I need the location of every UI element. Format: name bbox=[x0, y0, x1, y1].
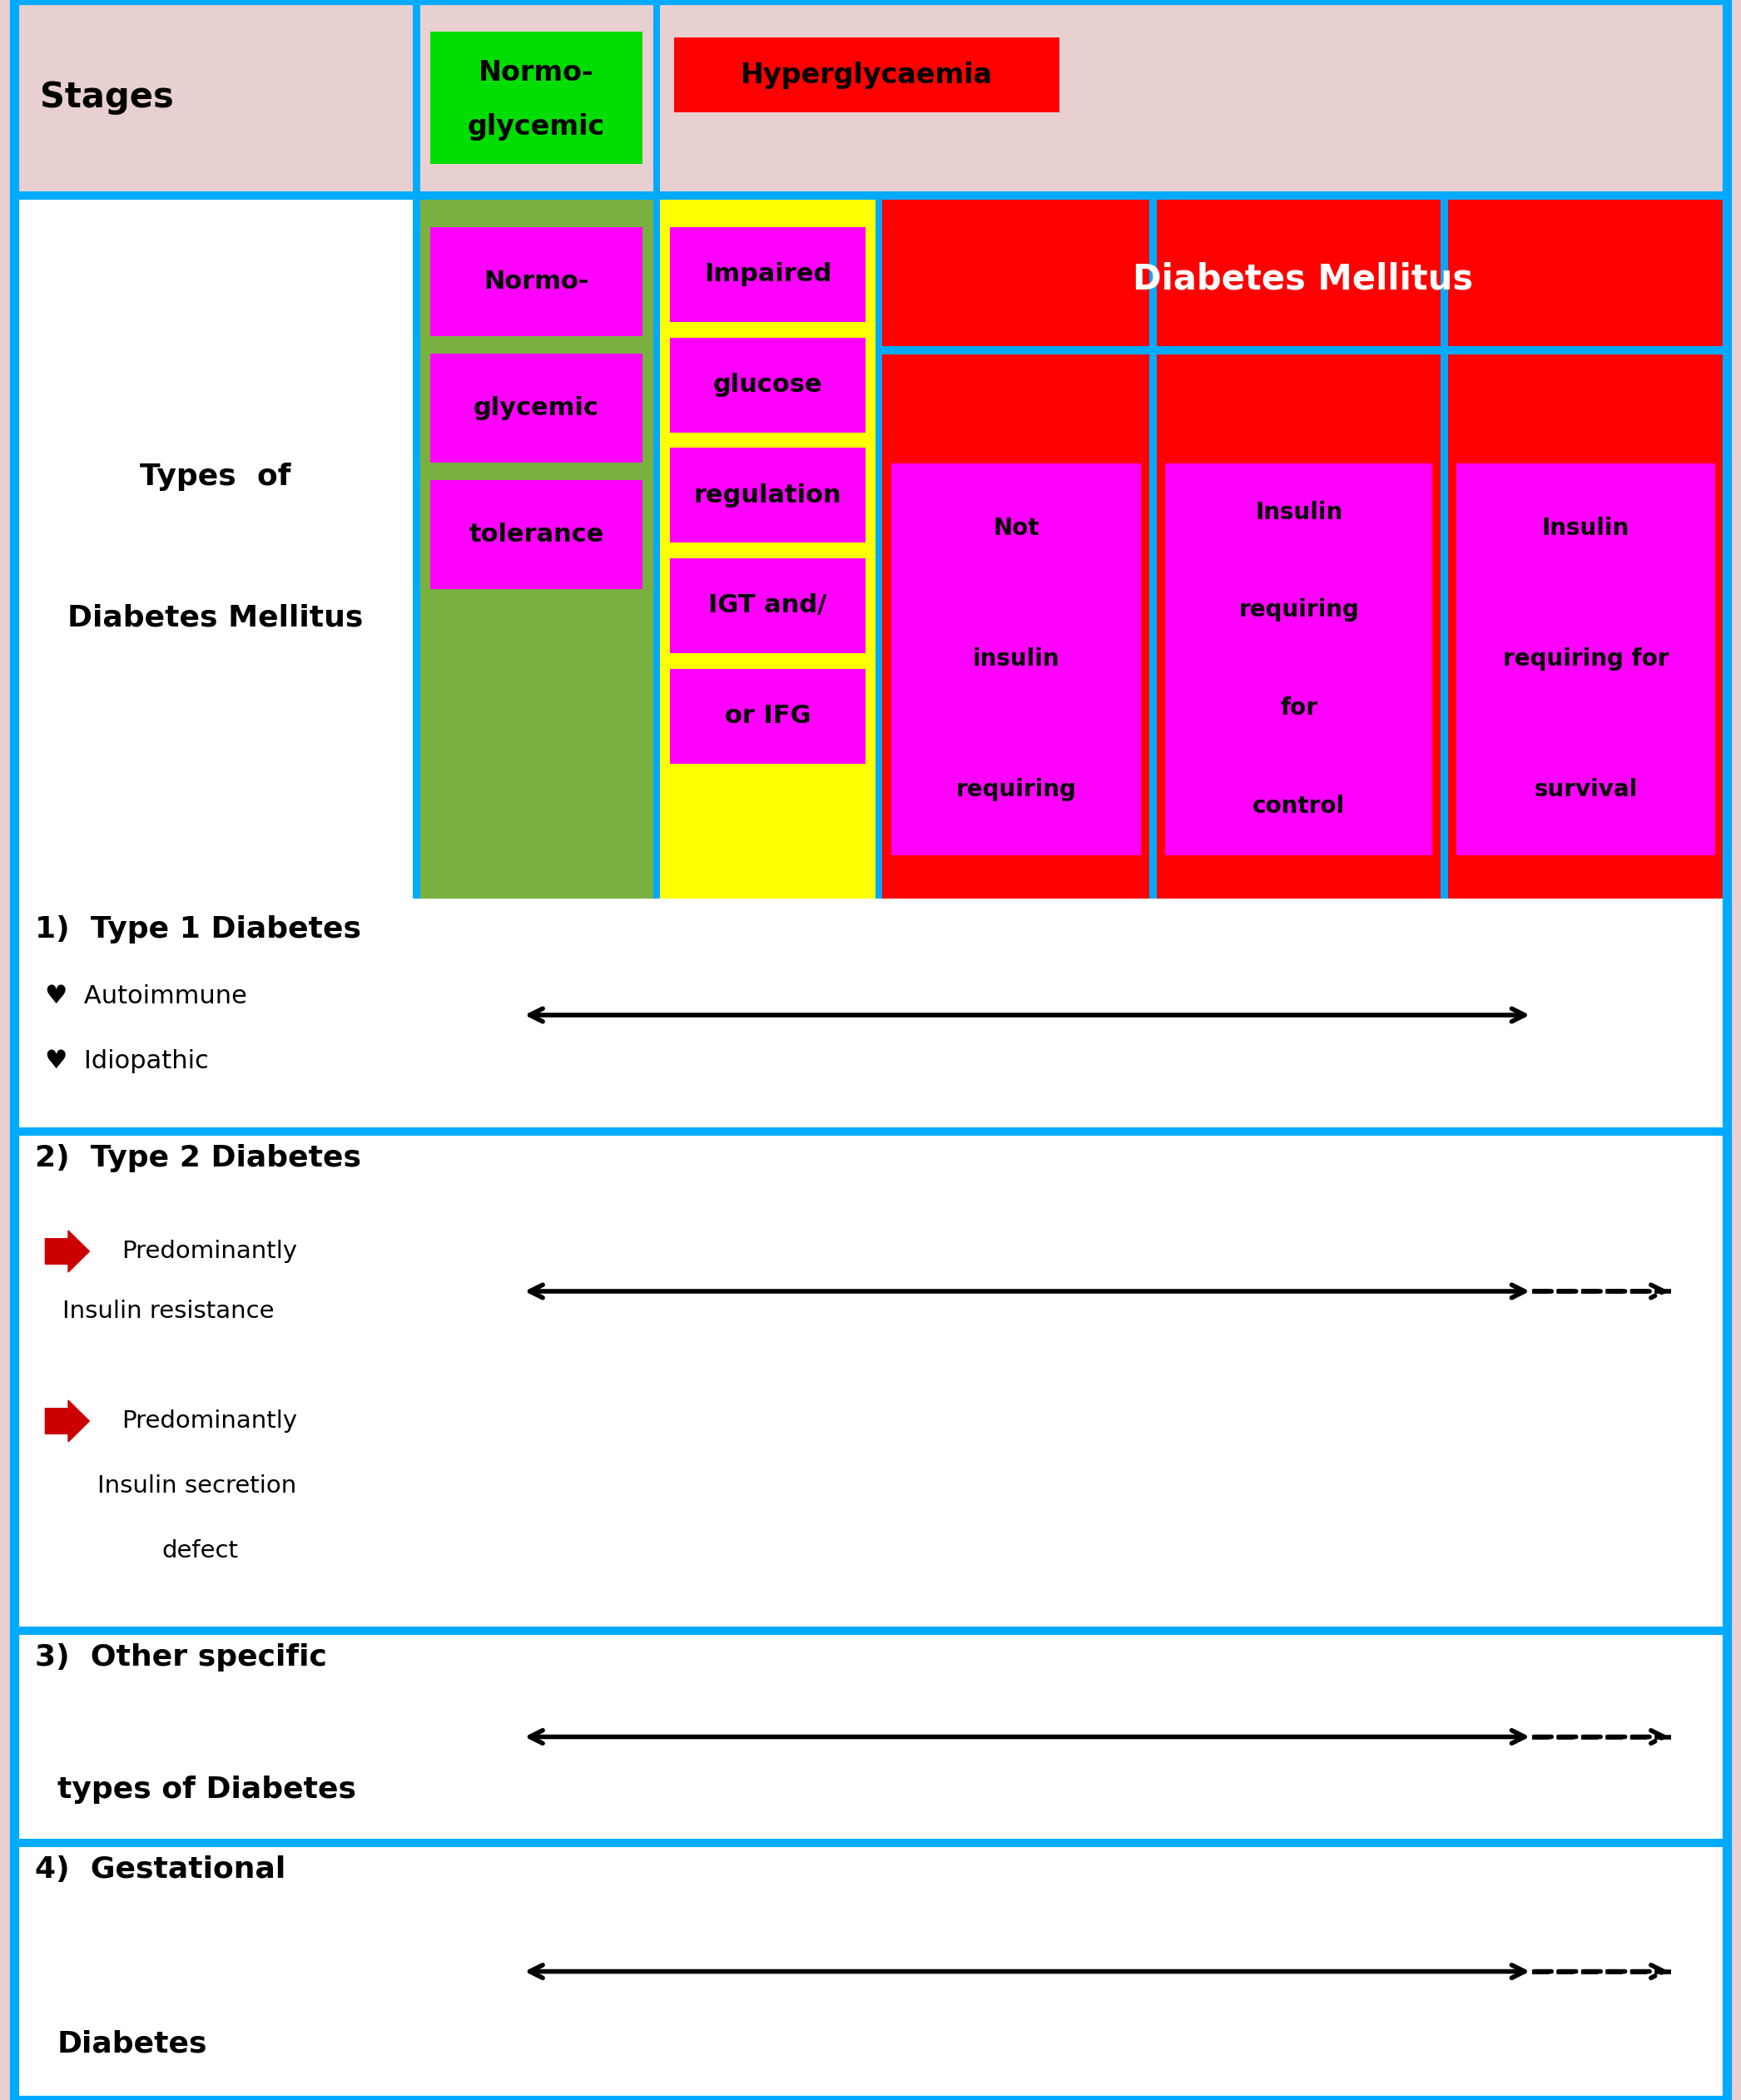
Bar bbox=[670, 559, 865, 653]
Text: Impaired: Impaired bbox=[703, 262, 832, 286]
Text: Insulin: Insulin bbox=[1543, 517, 1630, 540]
Text: requiring for: requiring for bbox=[1502, 647, 1670, 670]
Bar bbox=[1442, 195, 1449, 899]
Bar bbox=[14, 1840, 1727, 1848]
Bar bbox=[413, 0, 420, 195]
Bar bbox=[879, 347, 1727, 355]
Text: or IFG: or IFG bbox=[724, 704, 811, 729]
Text: Normo-: Normo- bbox=[479, 59, 594, 86]
Text: requiring: requiring bbox=[956, 779, 1076, 802]
Bar bbox=[416, 195, 656, 899]
Bar bbox=[430, 32, 642, 113]
Text: Predominantly: Predominantly bbox=[122, 1239, 298, 1262]
Bar bbox=[430, 227, 642, 336]
Bar bbox=[413, 195, 420, 899]
Bar bbox=[430, 481, 642, 590]
Bar bbox=[14, 1128, 1727, 1136]
Text: tolerance: tolerance bbox=[468, 523, 604, 546]
Text: Hyperglycaemia: Hyperglycaemia bbox=[740, 61, 992, 88]
Text: ♥  Idiopathic: ♥ Idiopathic bbox=[45, 1050, 209, 1073]
Text: 2)  Type 2 Diabetes: 2) Type 2 Diabetes bbox=[35, 1145, 360, 1172]
Text: Diabetes Mellitus: Diabetes Mellitus bbox=[68, 603, 364, 632]
Text: Insulin resistance: Insulin resistance bbox=[63, 1300, 275, 1323]
Text: Not: Not bbox=[992, 517, 1039, 540]
FancyArrow shape bbox=[45, 1401, 89, 1443]
Bar bbox=[886, 212, 1720, 347]
Bar bbox=[430, 353, 642, 462]
Bar bbox=[14, 191, 1727, 200]
Bar bbox=[876, 195, 883, 899]
Bar bbox=[14, 191, 1727, 200]
Text: glycemic: glycemic bbox=[474, 397, 599, 420]
Text: Predominantly: Predominantly bbox=[122, 1409, 298, 1432]
Bar bbox=[670, 227, 865, 321]
Bar bbox=[670, 338, 865, 433]
Text: 4)  Gestational: 4) Gestational bbox=[35, 1856, 286, 1884]
Bar bbox=[14, 1628, 1727, 1636]
Bar bbox=[670, 447, 865, 542]
Bar bbox=[14, 899, 1727, 2100]
Bar bbox=[1165, 464, 1433, 855]
Text: regulation: regulation bbox=[695, 483, 841, 508]
Bar bbox=[653, 195, 660, 899]
Bar bbox=[891, 464, 1140, 855]
Bar bbox=[1457, 464, 1715, 855]
Text: glycemic: glycemic bbox=[468, 113, 606, 141]
Text: 3)  Other specific: 3) Other specific bbox=[35, 1644, 327, 1672]
Text: Diabetes: Diabetes bbox=[57, 2029, 207, 2058]
Text: Types  of: Types of bbox=[139, 462, 291, 491]
Text: glucose: glucose bbox=[714, 374, 822, 397]
Bar bbox=[14, 0, 1727, 195]
Text: Normo-: Normo- bbox=[484, 269, 588, 294]
Text: 1)  Type 1 Diabetes: 1) Type 1 Diabetes bbox=[35, 916, 360, 943]
Text: Stages: Stages bbox=[40, 80, 174, 116]
Bar bbox=[14, 195, 1727, 899]
Bar bbox=[653, 0, 660, 195]
Text: Insulin secretion: Insulin secretion bbox=[97, 1474, 296, 1497]
Text: types of Diabetes: types of Diabetes bbox=[57, 1777, 357, 1804]
Bar bbox=[430, 90, 642, 164]
Bar bbox=[14, 195, 416, 899]
Bar bbox=[1149, 195, 1156, 899]
Text: requiring: requiring bbox=[1238, 598, 1360, 622]
Text: survival: survival bbox=[1534, 779, 1638, 802]
Text: defect: defect bbox=[162, 1539, 239, 1562]
Bar bbox=[656, 195, 879, 899]
Bar bbox=[670, 668, 865, 764]
Text: Insulin: Insulin bbox=[1255, 500, 1342, 523]
Text: ♥  Autoimmune: ♥ Autoimmune bbox=[45, 985, 247, 1008]
Text: Diabetes Mellitus: Diabetes Mellitus bbox=[1133, 262, 1473, 296]
Text: IGT and/: IGT and/ bbox=[709, 594, 827, 617]
Text: control: control bbox=[1252, 794, 1346, 817]
FancyArrow shape bbox=[45, 1231, 89, 1273]
Text: insulin: insulin bbox=[973, 647, 1060, 670]
Text: for: for bbox=[1280, 697, 1318, 720]
Bar bbox=[674, 38, 1059, 111]
